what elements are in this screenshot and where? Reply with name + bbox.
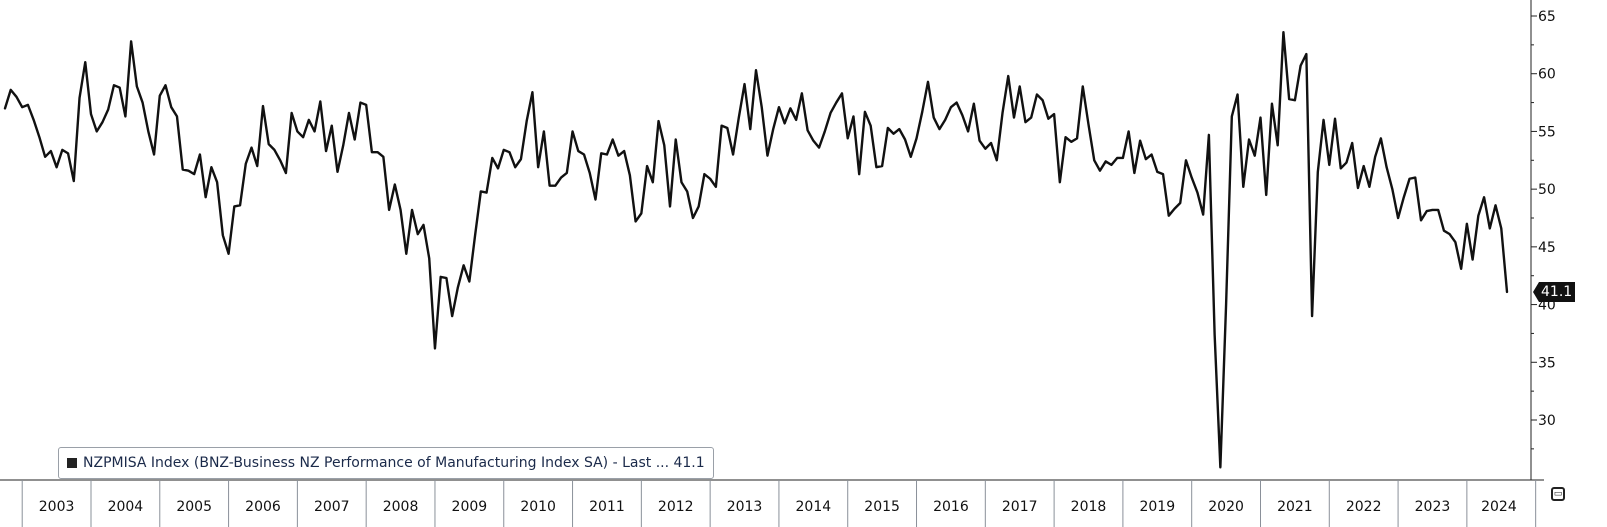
legend[interactable]: NZPMISA Index (BNZ-Business NZ Performan… [58, 447, 714, 479]
y-tick-label: 65 [1538, 9, 1556, 25]
x-tick-label: 2010 [520, 499, 556, 515]
y-tick-label: 60 [1538, 67, 1556, 83]
last-value-badge: 41.1 [1533, 282, 1576, 302]
y-tick-label: 45 [1538, 240, 1556, 256]
x-axis: 2003 2004 2005 2006 2007 2008 2009 2010 2011 2012… [0, 479, 1544, 527]
last-value-pointer-icon [1533, 282, 1539, 302]
y-tick-label: 30 [1538, 413, 1556, 429]
x-tick-label: 2018 [1071, 499, 1107, 515]
x-tick-label: 2015 [864, 499, 900, 515]
x-tick-label: 2009 [452, 499, 488, 515]
collapse-icon[interactable]: ▭ [1551, 487, 1565, 501]
x-tick-label: 2019 [1139, 499, 1175, 515]
x-tick-label: 2014 [796, 499, 832, 515]
x-tick-label: 2011 [589, 499, 625, 515]
x-tick-label: 2024 [1481, 499, 1517, 515]
x-tick-label: 2016 [933, 499, 969, 515]
plot-area [3, 30, 1509, 469]
x-tick-label: 2004 [108, 499, 144, 515]
x-tick-label: 2017 [1002, 499, 1038, 515]
legend-swatch [67, 458, 77, 468]
x-tick-label: 2022 [1346, 499, 1382, 515]
series-line [3, 30, 1509, 469]
x-tick-label: 2020 [1208, 499, 1244, 515]
y-tick-label: 55 [1538, 124, 1556, 140]
x-tick-label: 2023 [1415, 499, 1451, 515]
x-tick-label: 2005 [176, 499, 212, 515]
y-tick-label: 50 [1538, 182, 1556, 198]
x-tick-label: 2008 [383, 499, 419, 515]
last-value-label: 41.1 [1539, 282, 1576, 302]
legend-text: NZPMISA Index (BNZ-Business NZ Performan… [83, 455, 705, 471]
x-tick-label: 2012 [658, 499, 694, 515]
x-tick-label: 2021 [1277, 499, 1313, 515]
y-tick-label: 35 [1538, 355, 1556, 371]
x-tick-label: 2013 [727, 499, 763, 515]
x-tick-label: 2003 [39, 499, 75, 515]
x-tick-label: 2006 [245, 499, 281, 515]
x-tick-label: 2007 [314, 499, 350, 515]
